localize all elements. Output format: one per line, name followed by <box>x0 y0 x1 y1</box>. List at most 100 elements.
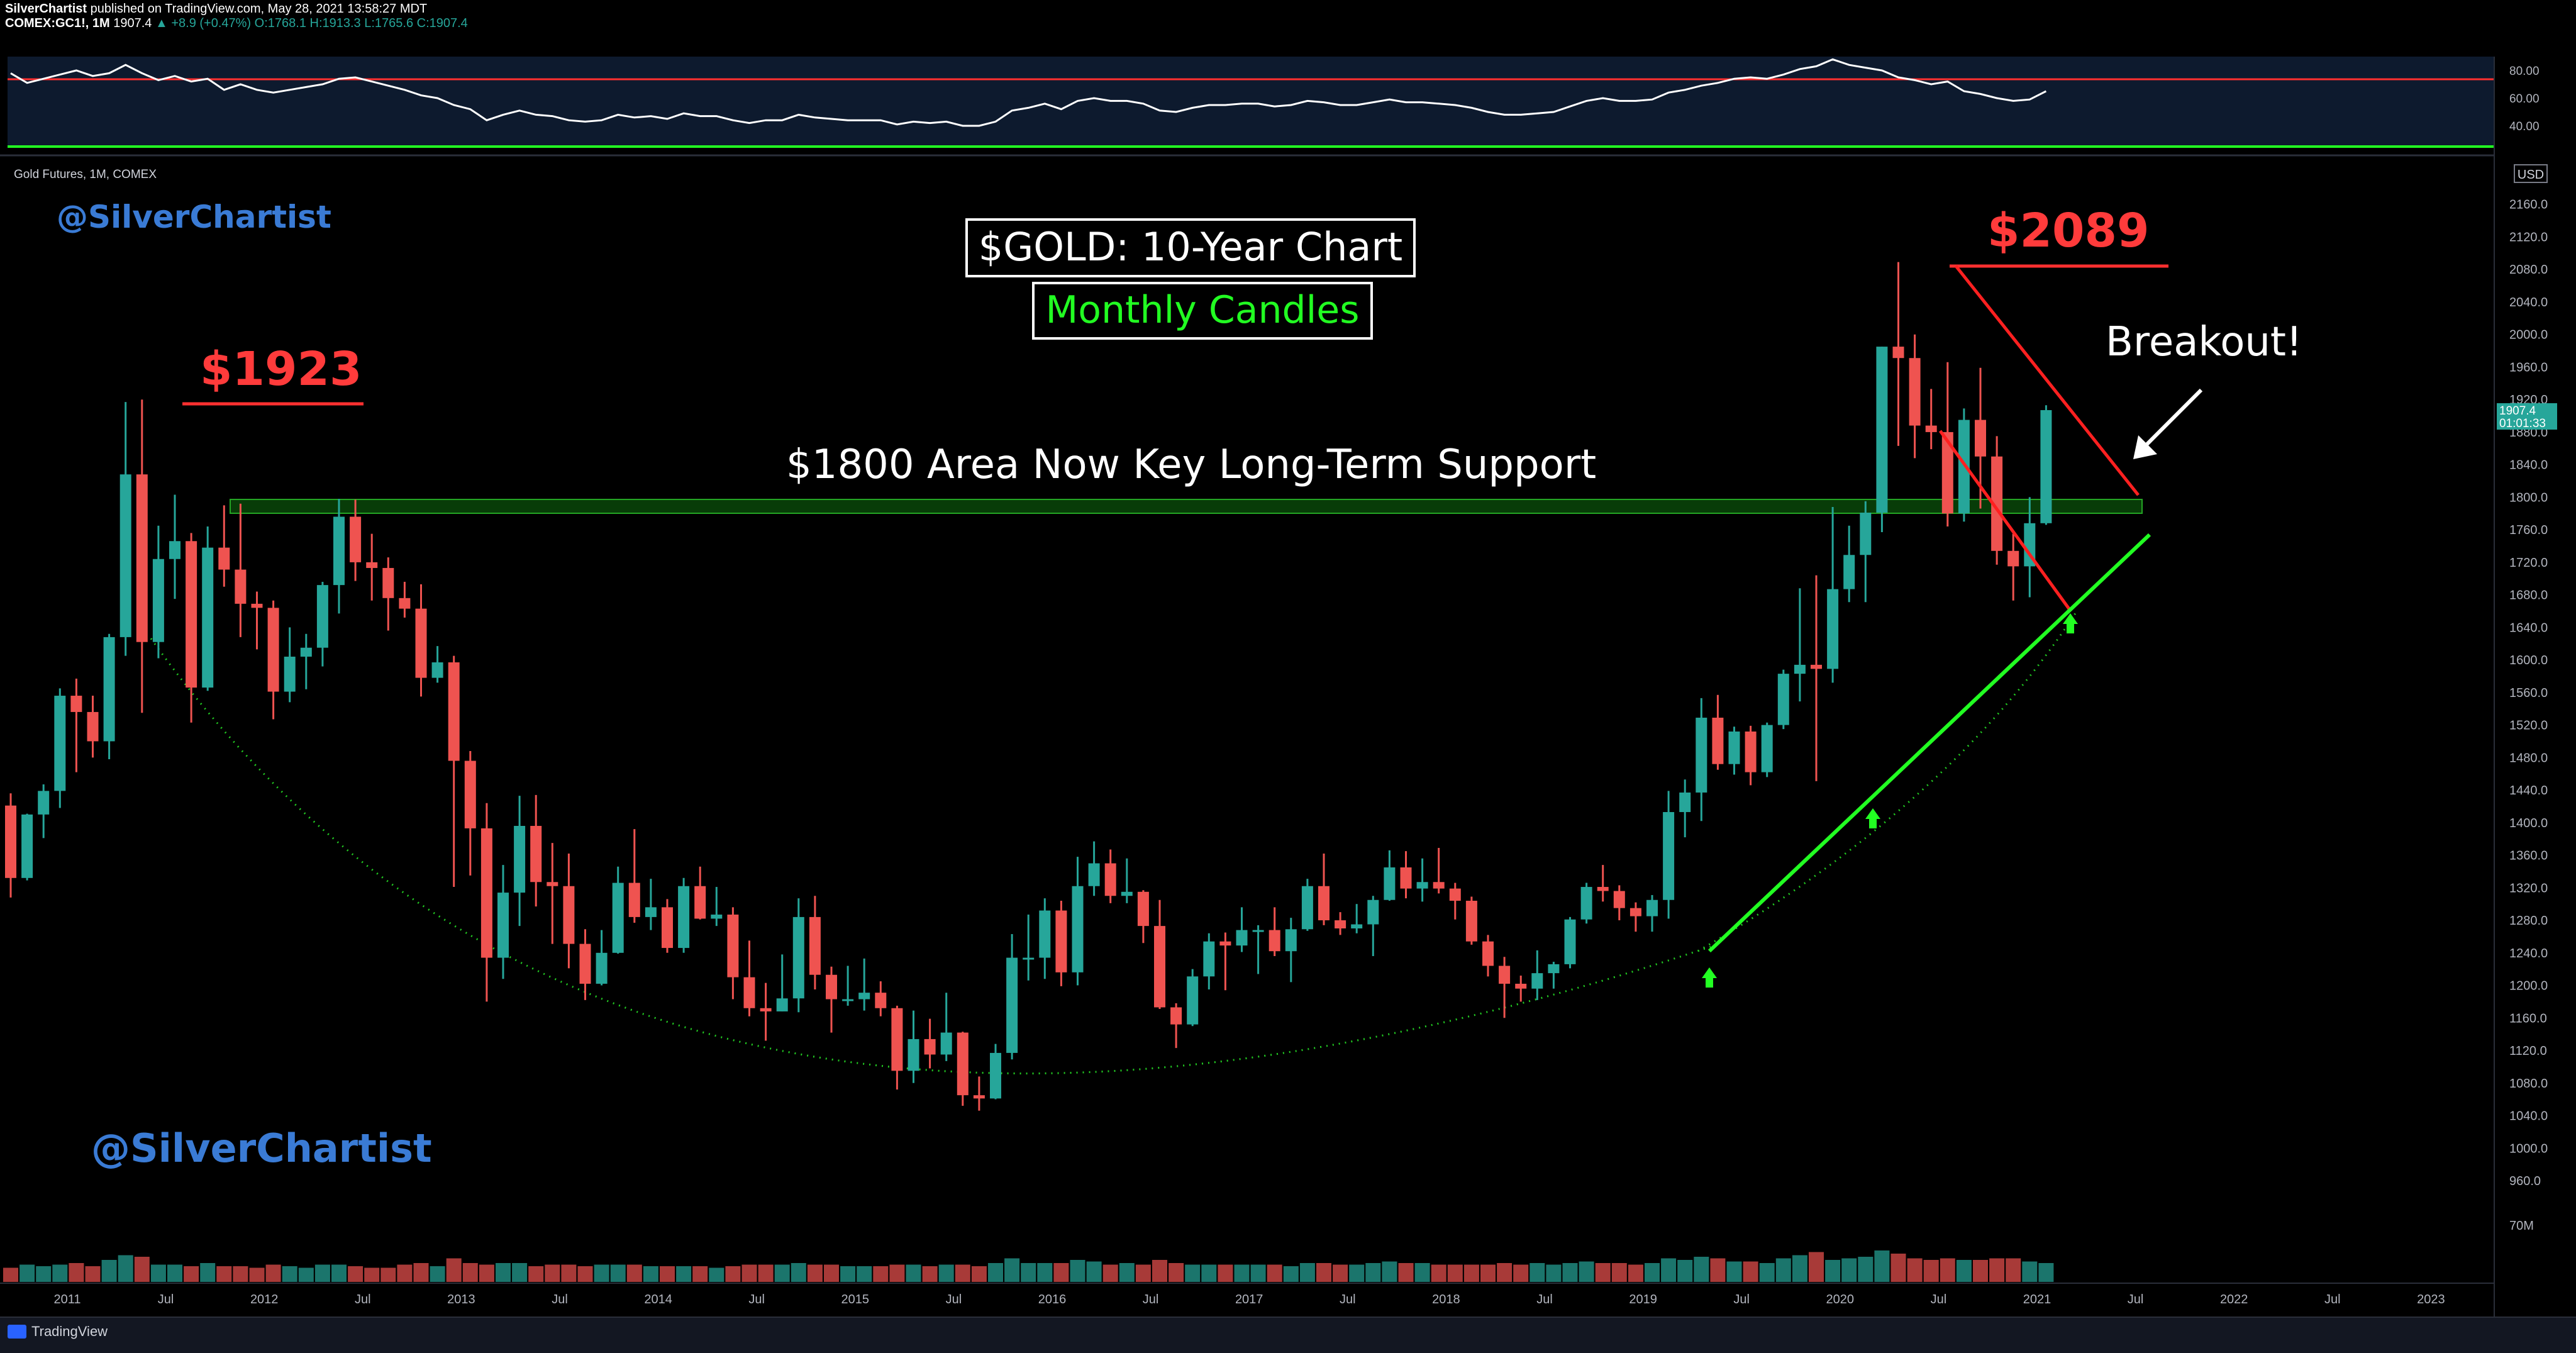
candle <box>596 930 608 986</box>
candle <box>514 796 526 927</box>
price-tick-label: 1120.0 <box>2509 1044 2547 1058</box>
price-tick-label: 1160.0 <box>2509 1011 2547 1025</box>
volume-bar <box>1447 1264 1463 1282</box>
candle <box>957 1032 969 1106</box>
published-info: published on TradingView.com, May 28, 20… <box>90 2 428 16</box>
candle <box>990 1044 1001 1100</box>
volume-bar <box>446 1258 462 1282</box>
candle <box>1827 506 1839 683</box>
volume-bar <box>1299 1263 1315 1282</box>
candle <box>1860 501 1872 603</box>
time-tick-label: Jul <box>748 1293 765 1306</box>
candle <box>382 557 394 631</box>
currency-badge[interactable]: USD <box>2514 164 2548 183</box>
rsi-background <box>8 57 2494 148</box>
candle <box>842 966 854 1006</box>
volume-bar <box>774 1264 790 1282</box>
candle <box>1465 896 1477 945</box>
rsi-axis: 80.00 60.00 40.00 <box>2509 65 2540 133</box>
volume-bar <box>1759 1263 1775 1282</box>
channel-upper-line <box>1955 265 2140 496</box>
volume-bar <box>1825 1260 1841 1282</box>
volume-bar <box>824 1264 839 1282</box>
volume-bar <box>233 1266 248 1282</box>
candle <box>1384 850 1396 901</box>
volume-bar <box>134 1257 150 1282</box>
volume-bar <box>397 1264 413 1282</box>
volume-bar <box>1956 1260 1972 1282</box>
volume-bar <box>1004 1258 1020 1282</box>
candle <box>1449 883 1461 920</box>
volume-bar <box>955 1264 970 1282</box>
candle <box>235 503 247 637</box>
candle <box>1925 389 1937 450</box>
volume-bar <box>1973 1260 1988 1282</box>
price-tick-label: 1480.0 <box>2509 751 2548 765</box>
volume-bar <box>430 1266 445 1282</box>
time-tick-label: 2016 <box>1038 1293 1067 1306</box>
volume-bar <box>626 1264 642 1282</box>
price-tick-label: 1440.0 <box>2509 784 2548 798</box>
candle <box>284 627 296 703</box>
volume-bar <box>101 1260 117 1282</box>
price-tick-label: 1680.0 <box>2509 589 2548 603</box>
volume-bar <box>1530 1263 1545 1282</box>
volume-bar <box>150 1264 166 1282</box>
rising-support-line <box>1707 533 2151 953</box>
candle <box>1613 885 1625 921</box>
candle <box>612 866 624 954</box>
volume-bar <box>1923 1260 1939 1282</box>
price-tick-label: 1600.0 <box>2509 654 2548 667</box>
volume-bar <box>118 1255 133 1282</box>
volume-bar <box>1694 1257 1709 1282</box>
candle <box>1055 901 1067 986</box>
candle <box>1499 957 1511 1018</box>
candle <box>743 940 755 1016</box>
candle <box>1121 858 1133 903</box>
volume-bar <box>725 1266 741 1282</box>
volume-bar <box>52 1264 68 1282</box>
time-tick-label: 2017 <box>1235 1293 1263 1306</box>
volume-bar <box>1234 1264 1250 1282</box>
time-axis[interactable]: 2011 Jul 2012 Jul 2013 Jul 2014 Jul 2015 Jul 2016 J… <box>53 1293 2445 1306</box>
candle <box>727 907 739 999</box>
volume-bar <box>1267 1264 1282 1282</box>
candle <box>1876 347 1888 533</box>
volume-bar <box>2022 1261 2038 1282</box>
volume-bar <box>512 1263 528 1282</box>
tradingview-logo[interactable]: TradingView <box>8 1323 108 1340</box>
volume-bar <box>1218 1264 1233 1282</box>
candle <box>579 929 591 1000</box>
candle <box>333 499 345 614</box>
volume-bar <box>1431 1264 1446 1282</box>
candle <box>1679 779 1691 838</box>
candle <box>924 1018 936 1069</box>
price-tick-label: 1960.0 <box>2509 360 2548 374</box>
candle <box>711 887 723 927</box>
symbol-label[interactable]: COMEX:GC1!, 1M <box>5 16 110 30</box>
time-tick-label: Jul <box>355 1293 371 1306</box>
candle <box>1400 851 1412 899</box>
candle <box>776 954 788 1011</box>
price-tick-label: 1240.0 <box>2509 947 2548 960</box>
volume-bar <box>807 1264 823 1282</box>
publisher-name[interactable]: SilverChartist <box>5 2 87 16</box>
volume-bar <box>1037 1263 1053 1282</box>
volume-bar <box>1989 1258 2005 1282</box>
price-axis[interactable]: 960.0 1000.0 1040.0 1080.0 1120.0 1160.0 1200.… <box>2509 198 2548 1188</box>
volume-bar <box>36 1266 52 1282</box>
price-tick-label: 1200.0 <box>2509 979 2548 993</box>
volume-axis-label: 70M <box>2509 1219 2534 1233</box>
volume-bar <box>413 1263 429 1282</box>
candle <box>1531 950 1543 1000</box>
candle <box>497 865 509 979</box>
volume-bar <box>988 1263 1003 1282</box>
volume-bar <box>1858 1257 1874 1282</box>
breakout-arrow-icon <box>2133 388 2203 459</box>
subtitle-box: Monthly Candles <box>1032 282 1373 340</box>
volume-bar <box>1562 1263 1578 1282</box>
price-tick-label: 1640.0 <box>2509 621 2548 635</box>
price-tick-label: 1080.0 <box>2509 1077 2548 1091</box>
volume-bar <box>594 1264 609 1282</box>
